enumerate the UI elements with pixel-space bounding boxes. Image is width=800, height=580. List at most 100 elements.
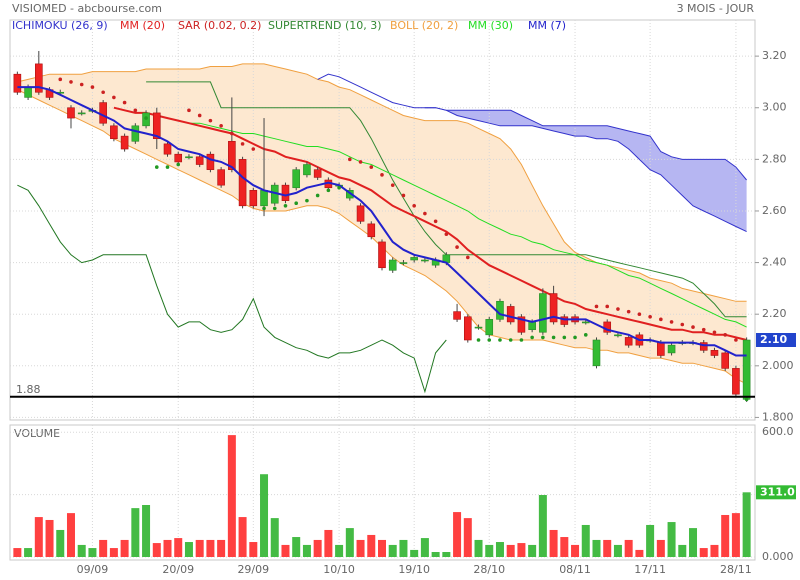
candle-body — [260, 190, 268, 207]
candle-body — [249, 190, 258, 207]
sar-dot — [455, 245, 459, 249]
candle-body — [163, 143, 172, 155]
legend-entry: SUPERTREND (10, 3) — [268, 19, 382, 32]
sar-dot — [369, 165, 374, 169]
sar-dot — [262, 206, 266, 211]
ichimoku-cloud — [424, 107, 747, 232]
volume-bar — [699, 548, 708, 557]
sar-dot — [165, 165, 170, 169]
candle-body — [732, 368, 740, 395]
sar-dot — [315, 193, 320, 198]
candle-body — [356, 205, 365, 222]
sar-dot — [305, 198, 309, 203]
sar-dot — [691, 325, 695, 329]
volume-bar — [109, 548, 118, 557]
candle-body — [292, 169, 301, 189]
sar-dot — [90, 85, 95, 89]
sar-dot — [498, 338, 502, 342]
mm30-line — [178, 120, 747, 328]
sar-dot — [144, 116, 148, 120]
volume-bar — [142, 505, 151, 557]
period: 3 MOIS - JOUR — [677, 2, 755, 15]
candle-body — [313, 169, 322, 178]
sar-dot — [358, 160, 363, 164]
sar-dot — [583, 333, 588, 337]
sar-dot — [723, 333, 727, 337]
volume-bar — [549, 529, 558, 557]
sar-dot — [594, 304, 599, 309]
volume-bar — [302, 544, 311, 557]
mm20-line — [113, 106, 747, 341]
sar-dot — [734, 338, 738, 342]
volume-bar — [721, 514, 730, 557]
sar-dot — [101, 90, 105, 95]
candle-body — [657, 342, 665, 356]
candle-body — [238, 159, 247, 207]
sar-dot — [487, 338, 492, 342]
last-volume-box — [756, 485, 796, 500]
y-tick-label: 600.0 — [762, 425, 794, 438]
candle-body — [206, 153, 215, 170]
candle-body — [378, 241, 386, 269]
candle-body — [152, 112, 161, 140]
candle-body — [528, 321, 536, 330]
volume-bar — [624, 539, 633, 557]
y-tick-label: 1.800 — [762, 410, 794, 423]
candle-body — [281, 184, 290, 201]
volume-bar — [678, 544, 687, 557]
sar-dot — [230, 131, 234, 136]
candle-body — [699, 342, 708, 351]
x-tick-label: 20/09 — [162, 563, 194, 576]
sar-dot — [154, 165, 159, 169]
candle-body — [496, 300, 504, 320]
sar-dot — [272, 206, 277, 211]
volume-bar — [217, 539, 226, 557]
y-tick-label: 2.000 — [762, 359, 794, 372]
volume-bar — [174, 538, 183, 557]
candle-body — [410, 257, 418, 261]
page-title: VISIOMED - abcbourse.com — [12, 2, 162, 15]
mm7-line — [17, 86, 747, 357]
candle-body — [303, 164, 311, 176]
sar-dot — [390, 183, 395, 187]
plot: 1.800 2.000 2.20 2.40 2.60 2.80 3.00 3.20 0.000 3… — [10, 19, 796, 576]
volume-bar — [431, 552, 440, 557]
candle-body — [517, 316, 526, 333]
sar-dot — [240, 142, 245, 146]
volume-bar — [260, 474, 269, 557]
volume-bar — [517, 543, 526, 557]
volume-bar — [24, 548, 33, 557]
sar-dot — [348, 157, 352, 162]
candle-body — [367, 223, 376, 238]
volume-bar — [474, 539, 483, 557]
support-label: 1.88 — [16, 383, 41, 396]
volume-bar — [528, 544, 537, 557]
candle-body — [195, 156, 204, 165]
volume-bar — [356, 539, 365, 557]
sar-dot — [626, 309, 631, 314]
volume-bar — [120, 539, 129, 557]
volume-bar — [227, 435, 236, 557]
sar-dot — [744, 397, 749, 402]
sar-dot — [122, 100, 127, 105]
legend-entry: ICHIMOKU (26, 9) — [12, 19, 108, 32]
volume-bar — [603, 539, 612, 557]
volume-bar — [388, 544, 397, 557]
volume-bar — [442, 552, 451, 557]
volume-bar — [581, 524, 590, 557]
sar-dot — [176, 162, 181, 167]
candle-body — [217, 169, 225, 186]
candle-body — [721, 352, 729, 369]
candle-body — [421, 259, 429, 262]
volume-bar — [324, 529, 333, 557]
volume-bar — [206, 539, 215, 557]
x-tick-label: 10/10 — [323, 563, 355, 576]
candle-body — [388, 259, 397, 271]
volume-bar — [656, 539, 665, 557]
volume-bar — [613, 544, 622, 557]
candle-body — [742, 339, 751, 400]
sar-dot — [701, 327, 706, 332]
candle-body — [463, 316, 472, 341]
volume-bar — [506, 544, 515, 557]
candle-body — [539, 293, 547, 333]
